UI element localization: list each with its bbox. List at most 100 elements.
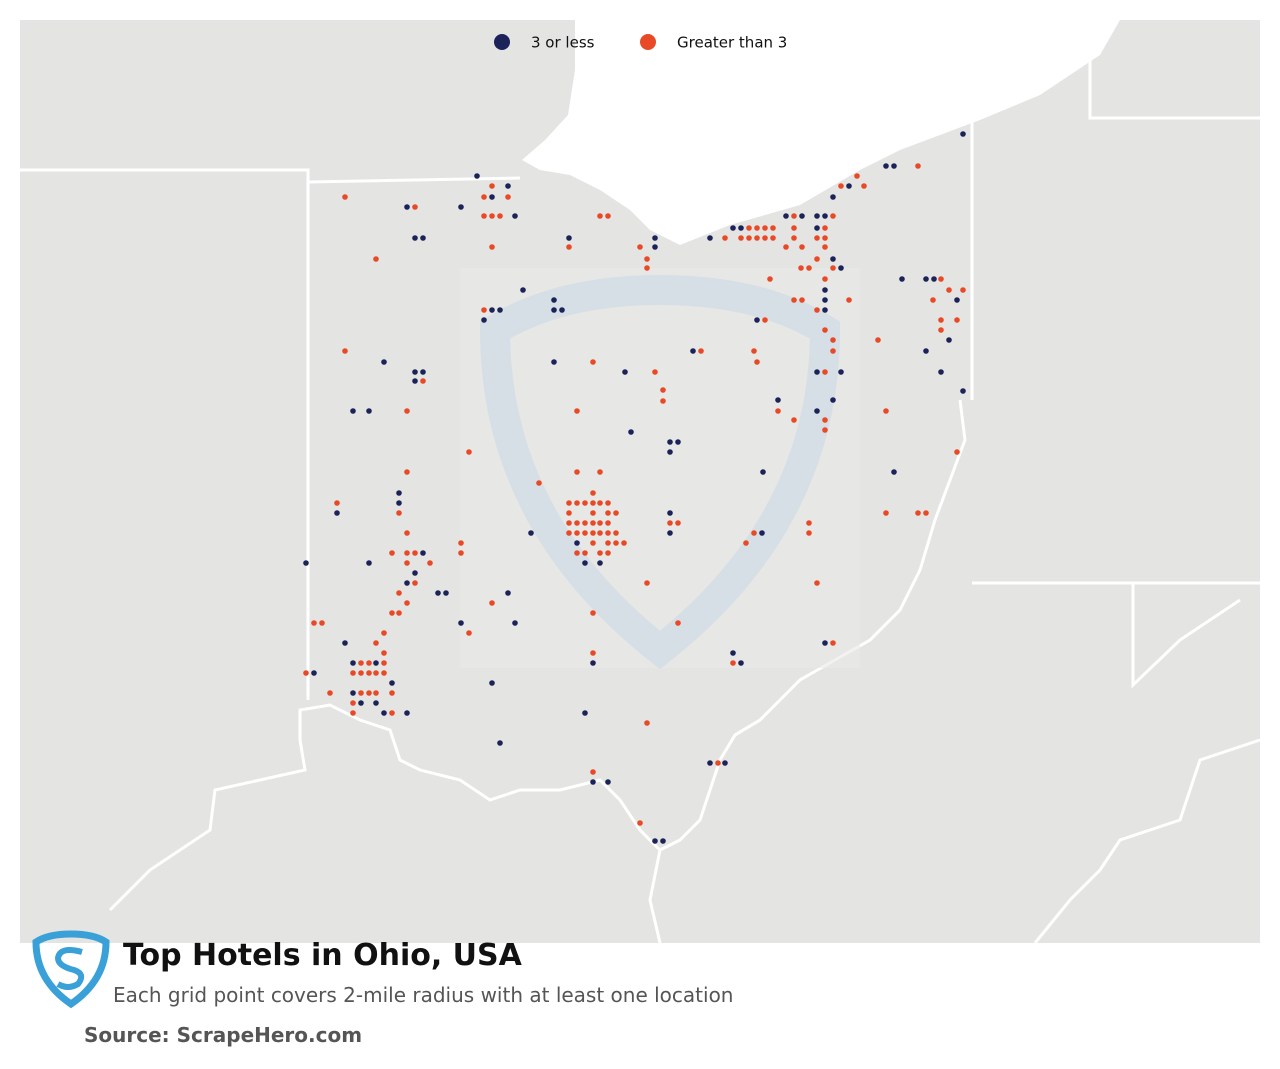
location-dot [574, 408, 580, 414]
location-dot [954, 297, 960, 303]
location-dot [930, 297, 936, 303]
location-dot [466, 449, 472, 455]
location-dot [458, 620, 464, 626]
location-dot [497, 213, 503, 219]
location-dot [597, 500, 603, 506]
location-dot [597, 530, 603, 536]
location-dot [938, 276, 944, 282]
location-dot [559, 307, 565, 313]
location-dot [574, 530, 580, 536]
location-dot [754, 317, 760, 323]
location-dot [582, 520, 588, 526]
location-dot [551, 307, 557, 313]
location-dot [389, 690, 395, 696]
location-dot [814, 580, 820, 586]
location-dot [396, 510, 402, 516]
location-dot [358, 660, 364, 666]
location-dot [814, 213, 820, 219]
location-dot [846, 297, 852, 303]
location-dot [667, 520, 673, 526]
location-dot [458, 540, 464, 546]
location-dot [466, 630, 472, 636]
location-dot [675, 620, 681, 626]
location-dot [698, 348, 704, 354]
location-dot [743, 540, 749, 546]
location-dot [883, 408, 889, 414]
location-dot [791, 417, 797, 423]
location-dot [396, 490, 402, 496]
location-dot [381, 359, 387, 365]
location-dot [497, 740, 503, 746]
location-dot [605, 510, 611, 516]
location-dot [404, 560, 410, 566]
location-dot [899, 276, 905, 282]
location-dot [605, 540, 611, 546]
location-dot [814, 235, 820, 241]
location-dot [590, 520, 596, 526]
title: Top Hotels in Ohio, USA [123, 938, 522, 973]
location-dot [891, 163, 897, 169]
location-dot [759, 530, 765, 536]
location-dot [751, 530, 757, 536]
location-dot [783, 244, 789, 250]
location-dot [754, 225, 760, 231]
location-dot [644, 720, 650, 726]
location-dot [566, 235, 572, 241]
location-dot [613, 530, 619, 536]
location-dot [675, 439, 681, 445]
location-dot [628, 429, 634, 435]
location-dot [574, 520, 580, 526]
location-dot [366, 670, 372, 676]
location-dot [590, 779, 596, 785]
location-dot [481, 317, 487, 323]
location-dot [644, 265, 650, 271]
source: Source: ScrapeHero.com [84, 1023, 363, 1047]
location-dot [505, 183, 511, 189]
location-dot [722, 760, 728, 766]
location-dot [783, 213, 789, 219]
location-dot [791, 225, 797, 231]
location-dot [838, 265, 844, 271]
location-dot [644, 580, 650, 586]
watermark [479, 274, 841, 670]
location-dot [350, 700, 356, 706]
location-dot [412, 369, 418, 375]
location-dot [566, 510, 572, 516]
location-dot [605, 530, 611, 536]
location-dot [770, 235, 776, 241]
location-dot [520, 287, 526, 293]
location-dot [512, 620, 518, 626]
location-dot [637, 820, 643, 826]
location-dot [846, 183, 852, 189]
location-dot [660, 398, 666, 404]
location-dot [404, 710, 410, 716]
location-dot [838, 369, 844, 375]
location-dot [489, 680, 495, 686]
location-dot [652, 235, 658, 241]
location-dot [822, 244, 828, 250]
location-dot [505, 590, 511, 596]
location-dot [404, 550, 410, 556]
location-dot [738, 660, 744, 666]
location-dot [389, 680, 395, 686]
location-dot [412, 235, 418, 241]
location-dot [373, 660, 379, 666]
location-dot [404, 408, 410, 414]
legend-marker [640, 34, 656, 50]
location-dot [707, 235, 713, 241]
location-dot [489, 194, 495, 200]
location-dot [605, 779, 611, 785]
location-dot [551, 297, 557, 303]
location-dot [334, 510, 340, 516]
location-dot [775, 408, 781, 414]
location-dot [481, 307, 487, 313]
location-dot [551, 359, 557, 365]
location-dot [822, 235, 828, 241]
location-dot [366, 408, 372, 414]
location-dot [342, 194, 348, 200]
location-dot [381, 630, 387, 636]
location-dot [389, 550, 395, 556]
location-dot [566, 530, 572, 536]
location-dot [358, 670, 364, 676]
